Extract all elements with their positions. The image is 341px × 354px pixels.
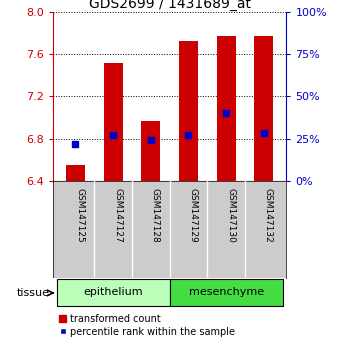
Text: epithelium: epithelium	[83, 287, 143, 297]
Text: tissue: tissue	[16, 288, 49, 298]
Bar	[104, 63, 122, 181]
Bar	[254, 35, 273, 181]
Text: GSM147130: GSM147130	[226, 188, 235, 243]
Legend: transformed count, percentile rank within the sample: transformed count, percentile rank withi…	[58, 313, 236, 338]
Text: GSM147129: GSM147129	[189, 188, 197, 243]
Title: GDS2699 / 1431689_at: GDS2699 / 1431689_at	[89, 0, 251, 11]
Bar	[142, 121, 160, 181]
Text: GSM147132: GSM147132	[264, 188, 273, 243]
Bar	[170, 279, 283, 307]
Bar	[57, 279, 170, 307]
Bar	[66, 165, 85, 181]
Text: GSM147125: GSM147125	[75, 188, 85, 243]
Bar	[179, 41, 198, 181]
Bar	[217, 35, 236, 181]
Text: mesenchyme: mesenchyme	[189, 287, 264, 297]
Text: GSM147128: GSM147128	[151, 188, 160, 243]
Text: GSM147127: GSM147127	[113, 188, 122, 243]
